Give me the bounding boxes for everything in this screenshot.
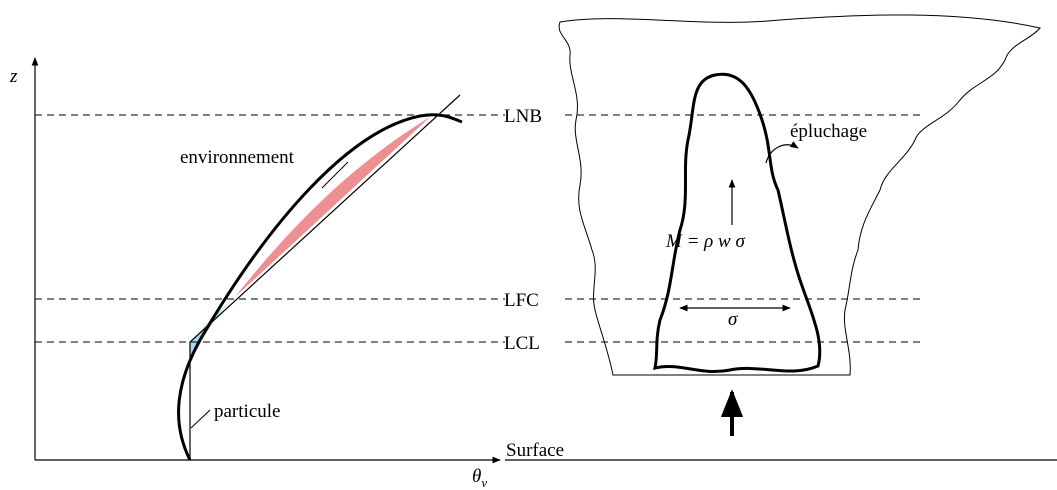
parcel-label: particule (214, 401, 280, 422)
x-axis-label: θv (472, 466, 487, 490)
lcl-label: LCL (504, 333, 540, 354)
area-label: σ (728, 309, 738, 330)
mass-flux-label: M = ρ w σ (665, 231, 745, 252)
diagram: z θv LNB LFC LCL Surface environnement p… (0, 0, 1057, 490)
cloud-outline (559, 15, 1040, 375)
y-axis-label: z (9, 66, 18, 87)
lfc-label: LFC (504, 290, 539, 311)
updraft-plume (655, 74, 820, 371)
lnb-label: LNB (504, 106, 542, 127)
cape-area (235, 117, 430, 297)
surface-label: Surface (506, 440, 564, 461)
entrainment-label: épluchage (790, 121, 867, 142)
environment-label: environnement (180, 147, 295, 168)
leader (191, 410, 210, 428)
